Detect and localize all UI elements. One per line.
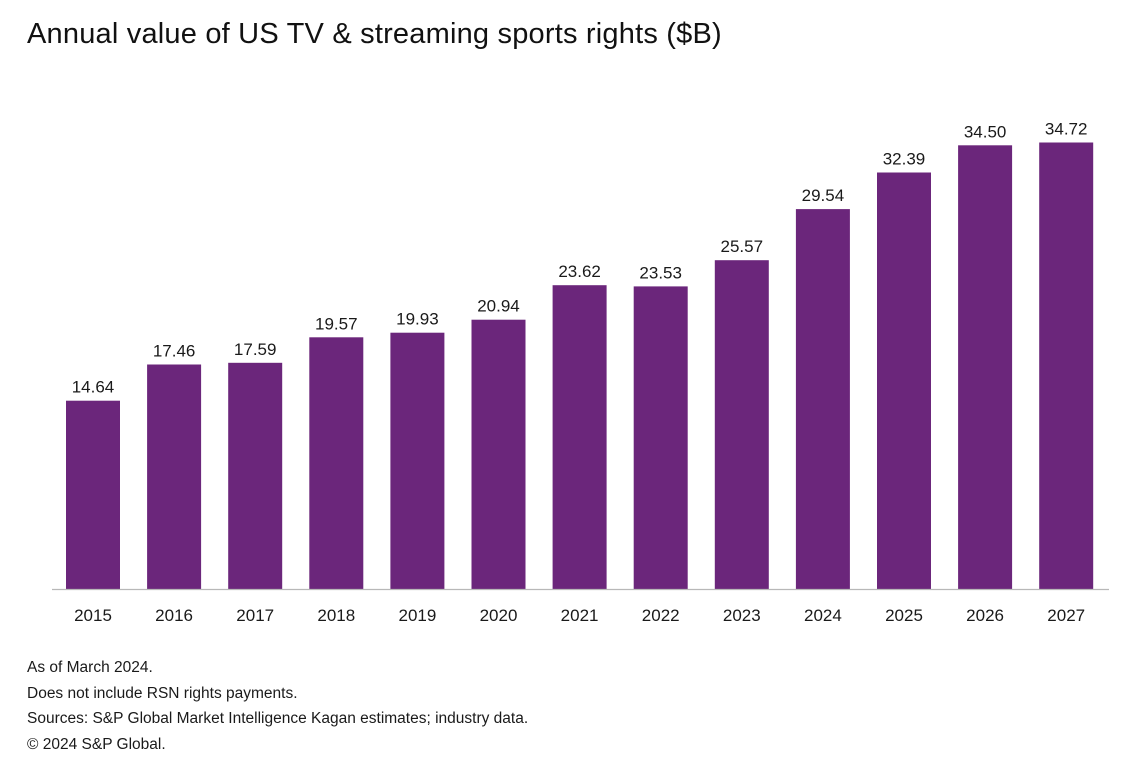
bar-2022 — [633, 286, 688, 589]
x-tick-label-2027: 2027 — [1047, 606, 1085, 625]
x-tick-label-2024: 2024 — [804, 606, 842, 625]
value-label-2016: 17.46 — [153, 342, 196, 361]
x-tick-label-2015: 2015 — [74, 606, 112, 625]
bar-2026 — [958, 145, 1013, 590]
x-tick-label-2020: 2020 — [480, 606, 518, 625]
chart-notes: As of March 2024. Does not include RSN r… — [27, 655, 528, 757]
bar-2025 — [877, 172, 931, 589]
bar-2019 — [390, 332, 445, 589]
bar-chart: 14.64 17.46 17.59 19.57 19.93 20.94 23.62 23.53… — [52, 120, 1109, 625]
x-tick-label-2019: 2019 — [398, 606, 436, 625]
value-label-2026: 34.50 — [964, 122, 1007, 141]
bar-2017 — [228, 362, 283, 589]
note-as-of: As of March 2024. — [27, 659, 153, 676]
x-tick-label-2017: 2017 — [236, 606, 274, 625]
value-label-2020: 20.94 — [477, 297, 520, 316]
value-label-2018: 19.57 — [315, 314, 358, 333]
chart-title: Annual value of US TV & streaming sports… — [27, 18, 722, 50]
x-tick-label-2016: 2016 — [155, 606, 193, 625]
value-label-2021: 23.62 — [558, 262, 601, 281]
value-label-2019: 19.93 — [396, 310, 439, 329]
bar-2021 — [552, 285, 607, 589]
bar-2015 — [66, 400, 120, 589]
note-exclusion: Does not include RSN rights payments. — [27, 684, 298, 702]
note-copyright: © 2024 S&P Global. — [27, 735, 166, 753]
value-label-2023: 25.57 — [721, 237, 764, 256]
x-tick-label-2022: 2022 — [642, 606, 680, 625]
bar-2023 — [714, 260, 769, 589]
bar-2018 — [309, 337, 364, 589]
x-tick-label-2025: 2025 — [885, 606, 923, 625]
bar-2016 — [147, 364, 202, 589]
bar-2020 — [471, 319, 526, 589]
value-label-2027: 34.72 — [1045, 120, 1088, 139]
value-label-2022: 23.53 — [639, 263, 682, 282]
note-sources: Sources: S&P Global Market Intelligence … — [27, 710, 529, 727]
x-tick-labels-layer: 2015 2016 2017 2018 2019 2020 2021 2022 2023 2024… — [74, 606, 1085, 625]
value-label-2025: 32.39 — [883, 150, 926, 169]
value-label-2015: 14.64 — [72, 378, 115, 397]
bar-2027 — [1039, 142, 1094, 589]
value-labels-layer: 14.64 17.46 17.59 19.57 19.93 20.94 23.62 23.53… — [72, 120, 1088, 397]
bars-layer — [66, 142, 1094, 590]
x-tick-label-2021: 2021 — [561, 606, 599, 625]
x-tick-label-2018: 2018 — [317, 606, 355, 625]
bar-2024 — [795, 209, 850, 589]
value-label-2024: 29.54 — [802, 186, 845, 205]
value-label-2017: 17.59 — [234, 340, 277, 359]
x-tick-label-2023: 2023 — [723, 606, 761, 625]
x-tick-label-2026: 2026 — [966, 606, 1004, 625]
